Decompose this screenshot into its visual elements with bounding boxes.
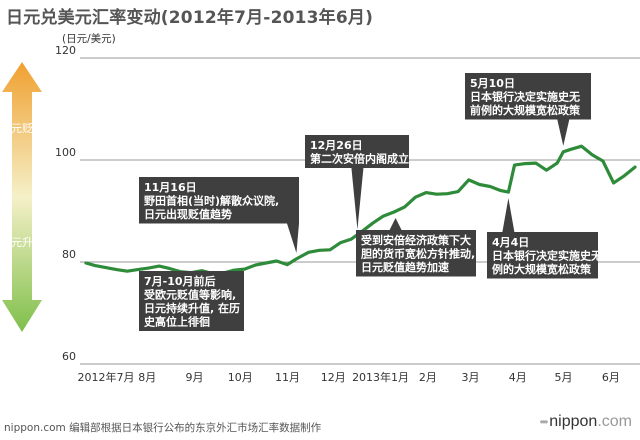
x-tick-label: 10月 <box>228 371 253 384</box>
y-axis-unit-label: (日元/美元) <box>62 33 116 45</box>
x-tick-label: 2013年1月 <box>352 370 409 384</box>
callout-pointer <box>389 218 402 230</box>
callout-box <box>487 232 598 279</box>
x-tick-label: 12月 <box>321 371 346 384</box>
x-tick-label: 11月 <box>275 371 300 384</box>
callout-text-line: 日本银行决定实施史无前 <box>492 249 613 263</box>
y-tick-label: 60 <box>62 350 76 363</box>
callout-pointer <box>557 119 570 146</box>
nippon-logo: ••• nippon.com <box>540 413 632 431</box>
x-tick-label: 3月 <box>462 371 480 384</box>
y-axis-ticks: 120 100 80 60 <box>55 44 76 363</box>
x-tick-label: 2012年7月 <box>78 370 135 384</box>
yen-direction-arrow: 日元贬值 日元升值 <box>0 62 44 332</box>
callout-text-line: 5月10日 <box>470 77 515 90</box>
callout-box <box>356 230 476 277</box>
callout-box <box>139 177 299 224</box>
yen-depreciation-label: 日元贬值 <box>0 122 44 135</box>
callout-text-line: 受欧元贬值等影响, <box>144 288 236 302</box>
x-tick-label: 4月 <box>509 371 527 384</box>
callout-box <box>139 271 244 331</box>
callout-text-line: 胆的货币宽松方针推动, <box>361 247 475 261</box>
callout-pointer <box>351 168 364 230</box>
yen-appreciation-label: 日元升值 <box>0 236 44 249</box>
callout-text-line: 受到安倍经济政策下大 <box>361 233 471 247</box>
x-tick-label: 8月 <box>138 371 156 384</box>
x-tick-label: 5月 <box>555 371 573 384</box>
callout-text-line: 12月26日 <box>310 139 363 152</box>
callout-text-line: 前例的大规模宽松政策 <box>470 103 581 117</box>
logo-name: nippon <box>549 413 598 430</box>
callout-text-line: 7月-10月前后 <box>144 274 216 288</box>
logo-dots: ••• <box>539 415 548 429</box>
callout-text-line: 11月16日 <box>144 181 197 194</box>
y-tick-label: 80 <box>62 248 76 261</box>
callout-text-line: 野田首相(当时)解散众议院, <box>144 194 279 208</box>
callout-pointer <box>287 223 299 253</box>
x-axis-ticks: 2012年7月 8月 9月 10月 11月 12月 2013年1月 2月 3月 4月 5月 6月 <box>78 370 620 384</box>
y-tick-label: 100 <box>55 146 76 159</box>
callout-pointer <box>502 198 515 232</box>
x-tick-label: 9月 <box>186 371 204 384</box>
callout-text-line: 日元出现贬值趋势 <box>144 207 232 221</box>
logo-tld: .com <box>597 413 632 430</box>
callout-box <box>465 73 591 120</box>
chart-title: 日元兑美元汇率变动(2012年7月-2013年6月) <box>6 8 374 28</box>
callout-text-line: 日元贬值趋势加速 <box>361 260 449 274</box>
callout-text-line: 日元持续升值, 在历 <box>144 301 240 315</box>
y-tick-label: 120 <box>55 44 76 57</box>
x-tick-label: 2月 <box>419 371 437 384</box>
callout-box <box>305 135 409 168</box>
x-tick-label: 6月 <box>602 371 620 384</box>
callout-text-line: 4月4日 <box>492 236 529 249</box>
callout-text-line: 第二次安倍内阁成立 <box>310 152 409 166</box>
source-credit: nippon.com 编辑部根据日本银行公布的东京外汇市场汇率数据制作 <box>4 422 322 434</box>
callout-text-line: 例的大规模宽松政策 <box>492 262 592 276</box>
callout-text-line: 史高位上徘徊 <box>144 315 210 329</box>
callout-text-line: 日本银行决定实施史无 <box>470 90 580 104</box>
